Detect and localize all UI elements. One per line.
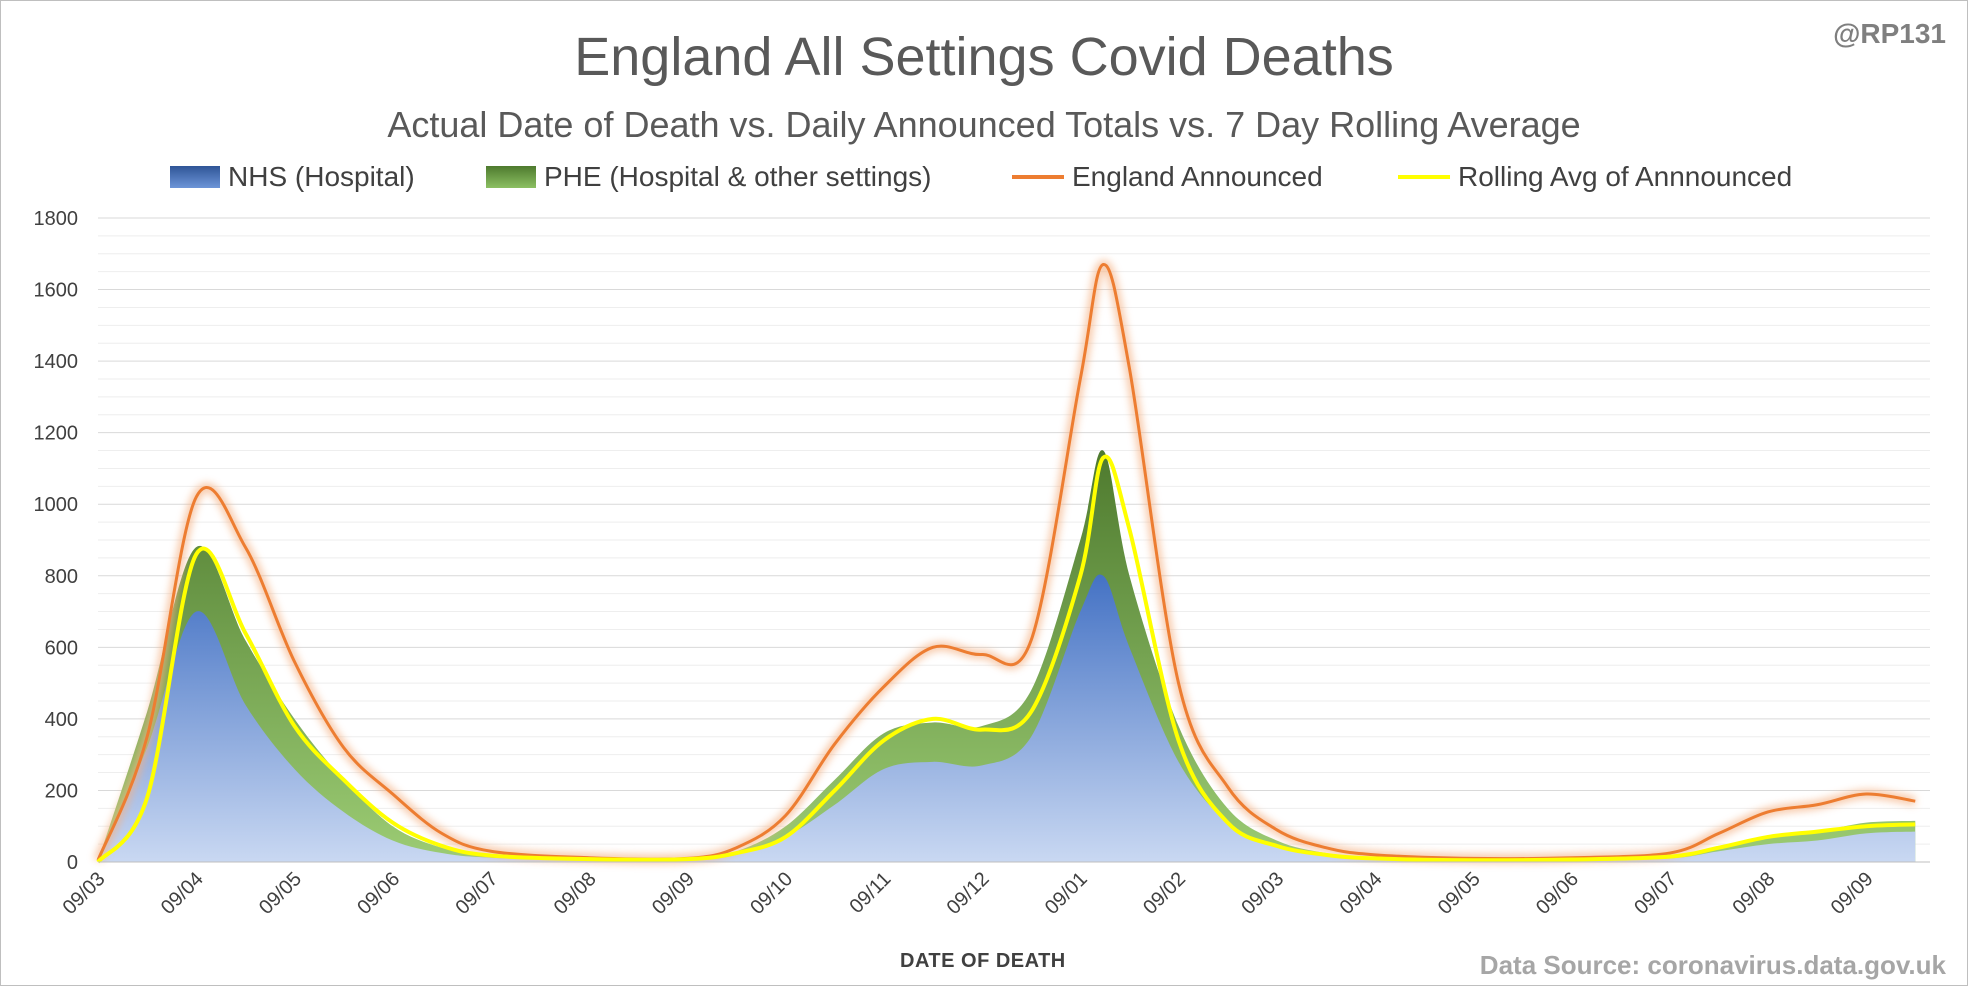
x-tick-label: 09/11 bbox=[845, 868, 895, 918]
legend-line-rolling bbox=[1398, 175, 1450, 179]
legend-label-nhs: NHS (Hospital) bbox=[228, 161, 415, 192]
y-tick-label: 1600 bbox=[34, 280, 79, 302]
chart-title: England All Settings Covid Deaths bbox=[574, 27, 1394, 87]
y-tick-label: 800 bbox=[45, 566, 78, 588]
y-tick-label: 600 bbox=[45, 637, 78, 659]
y-tick-label: 400 bbox=[45, 709, 78, 731]
legend-swatch-nhs bbox=[170, 166, 220, 188]
legend-item-nhs: NHS (Hospital) bbox=[170, 160, 415, 194]
x-tick-label: 09/06 bbox=[353, 868, 404, 919]
x-tick-label: 09/04 bbox=[157, 868, 208, 919]
nhs-area bbox=[98, 574, 1916, 862]
x-tick-label: 09/08 bbox=[550, 868, 601, 919]
x-tick-label: 09/07 bbox=[1630, 868, 1681, 919]
y-tick-label: 1400 bbox=[34, 351, 79, 373]
legend-swatch-phe bbox=[486, 166, 536, 188]
legend-label-rolling: Rolling Avg of Annnounced bbox=[1458, 161, 1793, 192]
x-tick-label: 09/05 bbox=[255, 868, 306, 919]
legend-item-announced: England Announced bbox=[1012, 160, 1323, 194]
legend-line-announced bbox=[1012, 175, 1064, 179]
chart-subtitle: Actual Date of Death vs. Daily Announced… bbox=[387, 104, 1581, 145]
legend-item-rolling: Rolling Avg of Annnounced bbox=[1398, 160, 1792, 194]
x-tick-label: 09/05 bbox=[1434, 868, 1485, 919]
y-tick-label: 1200 bbox=[34, 423, 79, 445]
rolling-avg-line bbox=[96, 454, 1916, 864]
author-handle: @RP131 bbox=[1833, 18, 1946, 49]
x-axis-title: DATE OF DEATH bbox=[900, 950, 1066, 972]
data-source-note: Data Source: coronavirus.data.gov.uk bbox=[1479, 950, 1946, 980]
y-tick-label: 200 bbox=[45, 780, 78, 802]
legend-item-phe: PHE (Hospital & other settings) bbox=[486, 160, 932, 194]
y-tick-label: 1800 bbox=[34, 208, 79, 230]
x-tick-label: 09/10 bbox=[746, 868, 797, 919]
x-tick-label: 09/03 bbox=[59, 868, 110, 919]
y-tick-label: 0 bbox=[67, 852, 78, 874]
y-tick-label: 1000 bbox=[34, 494, 79, 516]
x-tick-label: 09/07 bbox=[452, 868, 503, 919]
x-tick-label: 09/08 bbox=[1728, 868, 1779, 919]
x-tick-label: 09/01 bbox=[1041, 868, 1092, 919]
legend-label-phe: PHE (Hospital & other settings) bbox=[544, 161, 932, 192]
legend-label-announced: England Announced bbox=[1072, 161, 1323, 192]
x-tick-label: 09/02 bbox=[1139, 868, 1190, 919]
x-tick-label: 09/06 bbox=[1532, 868, 1583, 919]
x-tick-label: 09/09 bbox=[648, 868, 699, 919]
x-tick-label: 09/12 bbox=[943, 868, 994, 919]
x-tick-label: 09/03 bbox=[1237, 868, 1288, 919]
x-tick-label: 09/09 bbox=[1827, 868, 1878, 919]
x-tick-label: 09/04 bbox=[1336, 868, 1387, 919]
